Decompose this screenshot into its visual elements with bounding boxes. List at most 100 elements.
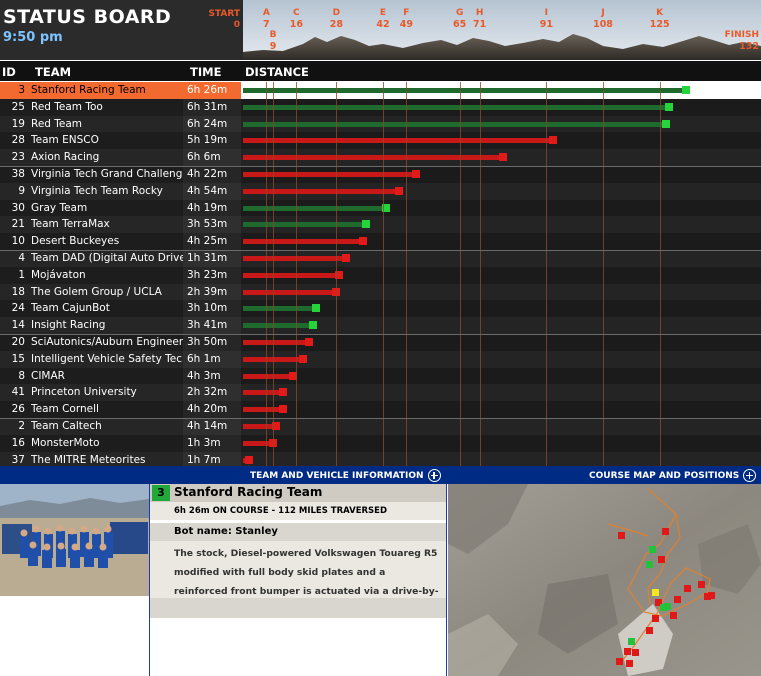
- checkpoint-letter: H: [475, 8, 484, 18]
- distance-track: [241, 250, 761, 267]
- checkpoint-mile: 91: [539, 19, 553, 30]
- distance-column-header: DISTANCE: [245, 65, 309, 79]
- team-row[interactable]: 2 Team Caltech 4h 14m: [0, 418, 761, 435]
- distance-track: [241, 451, 761, 469]
- team-row[interactable]: 30 Gray Team 4h 19m: [0, 199, 761, 217]
- section-link-bar: TEAM AND VEHICLE INFORMATION COURSE MAP …: [0, 466, 761, 484]
- info-panel-footer: [150, 598, 446, 618]
- time-column-header: TIME: [190, 65, 222, 79]
- team-row[interactable]: 28 Team ENSCO 5h 19m: [0, 132, 761, 150]
- time-cell-bg: [183, 233, 241, 251]
- vehicle-position-marker: [682, 86, 690, 94]
- team-status-table: 3 Stanford Racing Team 6h 26m 25 Red Team To…: [0, 82, 761, 469]
- time-cell-bg: [183, 250, 241, 267]
- vehicle-position-marker: [395, 186, 404, 195]
- team-id: 41: [11, 386, 25, 399]
- team-photo-graphic: [0, 484, 149, 596]
- time-cell-bg: [183, 149, 241, 167]
- time-cell-bg: [183, 166, 241, 183]
- checkpoint-letter: C: [293, 8, 300, 18]
- team-row[interactable]: 20 SciAutonics/Auburn Engineer 3h 50m: [0, 334, 761, 351]
- checkpoint-gridline: [546, 82, 548, 469]
- team-info-link-label: TEAM AND VEHICLE INFORMATION: [250, 470, 424, 481]
- team-row[interactable]: 41 Princeton University 2h 32m: [0, 384, 761, 402]
- course-map[interactable]: [448, 484, 761, 676]
- team-id: 15: [11, 352, 25, 365]
- team-name: Princeton University: [31, 386, 137, 399]
- team-row[interactable]: 23 Axion Racing 6h 6m: [0, 149, 761, 167]
- vehicle-position-marker: [278, 405, 287, 414]
- distance-bar: [243, 289, 333, 295]
- vehicle-position-marker: [548, 136, 557, 145]
- team-name: Mojávaton: [31, 268, 86, 281]
- team-name: Team TerraMax: [31, 218, 110, 231]
- team-id: 9: [18, 184, 25, 197]
- team-row[interactable]: 24 Team CajunBot 3h 10m: [0, 300, 761, 318]
- finish-mile: 132: [739, 41, 759, 52]
- team-id: 3: [18, 84, 25, 96]
- team-id: 37: [11, 453, 25, 466]
- team-row[interactable]: 38 Virginia Tech Grand Challenge 4h 22m: [0, 166, 761, 183]
- time-cell-bg: [183, 334, 241, 351]
- team-row[interactable]: 15 Intelligent Vehicle Safety Tecl 6h 1m: [0, 350, 761, 368]
- time-cell-bg: [183, 434, 241, 452]
- team-id: 10: [11, 235, 25, 248]
- team-id: 23: [11, 151, 25, 164]
- team-row[interactable]: 3 Stanford Racing Team 6h 26m: [0, 82, 761, 99]
- distance-bar: [243, 323, 310, 329]
- time-cell-bg: [183, 98, 241, 116]
- team-name: Virginia Tech Grand Challenge: [31, 168, 183, 180]
- distance-bar: [243, 188, 397, 194]
- distance-bar: [243, 356, 300, 362]
- column-headers: ID TEAM TIME DISTANCE: [0, 61, 761, 81]
- time-cell-bg: [183, 199, 241, 217]
- team-id: 21: [11, 218, 25, 231]
- team-name: MonsterMoto: [31, 436, 100, 449]
- vehicle-position-marker: [382, 203, 390, 212]
- team-name: The MITRE Meteorites: [31, 453, 146, 466]
- distance-bar: [243, 457, 247, 463]
- checkpoint-mile: 108: [593, 19, 613, 30]
- course-map-link[interactable]: COURSE MAP AND POSITIONS: [589, 469, 757, 482]
- team-row[interactable]: 37 The MITRE Meteorites 1h 7m: [0, 451, 761, 469]
- team-row[interactable]: 4 Team DAD (Digital Auto Drive 1h 31m: [0, 250, 761, 267]
- checkpoint-mile: 42: [376, 19, 390, 30]
- elapsed-time: 3h 23m: [187, 268, 228, 281]
- team-row[interactable]: 1 Mojávaton 3h 23m: [0, 266, 761, 284]
- team-row[interactable]: 16 MonsterMoto 1h 3m: [0, 434, 761, 452]
- team-name: Team Cornell: [31, 403, 99, 416]
- team-row[interactable]: 10 Desert Buckeyes 4h 25m: [0, 233, 761, 251]
- team-row[interactable]: 9 Virginia Tech Team Rocky 4h 54m: [0, 182, 761, 200]
- checkpoint-mile: 65: [453, 19, 467, 30]
- team-id: 30: [11, 201, 25, 214]
- team-row[interactable]: 26 Team Cornell 4h 20m: [0, 401, 761, 419]
- elapsed-time: 6h 26m: [187, 84, 228, 96]
- time-cell-bg: [183, 350, 241, 368]
- team-row[interactable]: 14 Insight Racing 3h 41m: [0, 317, 761, 335]
- distance-track: [241, 367, 761, 385]
- distance-bar: [243, 155, 500, 161]
- team-row[interactable]: 21 Team TerraMax 3h 53m: [0, 216, 761, 234]
- team-name: Stanford Racing Team: [31, 84, 146, 96]
- finish-label: FINISH: [724, 30, 759, 40]
- team-name: The Golem Group / UCLA: [31, 285, 162, 298]
- time-cell-bg: [183, 317, 241, 335]
- terrain-graphic: [243, 0, 761, 60]
- team-info-link[interactable]: TEAM AND VEHICLE INFORMATION: [250, 469, 441, 482]
- course-map-graphic: [448, 484, 761, 676]
- checkpoint-gridline: [659, 82, 661, 469]
- distance-track: [241, 350, 761, 368]
- expand-plus-icon[interactable]: [743, 469, 757, 482]
- team-row[interactable]: 8 CIMAR 4h 3m: [0, 367, 761, 385]
- distance-track: [241, 233, 761, 251]
- expand-plus-icon[interactable]: [427, 469, 441, 482]
- team-row[interactable]: 19 Red Team 6h 24m: [0, 115, 761, 133]
- row-group-divider: [0, 166, 761, 167]
- distance-bar: [243, 205, 383, 211]
- team-name: Axion Racing: [31, 151, 100, 164]
- vehicle-position-marker: [245, 455, 254, 464]
- team-row[interactable]: 25 Red Team Too 6h 31m: [0, 98, 761, 116]
- team-row[interactable]: 18 The Golem Group / UCLA 2h 39m: [0, 283, 761, 301]
- distance-bar: [243, 440, 270, 446]
- team-id: 8: [18, 369, 25, 382]
